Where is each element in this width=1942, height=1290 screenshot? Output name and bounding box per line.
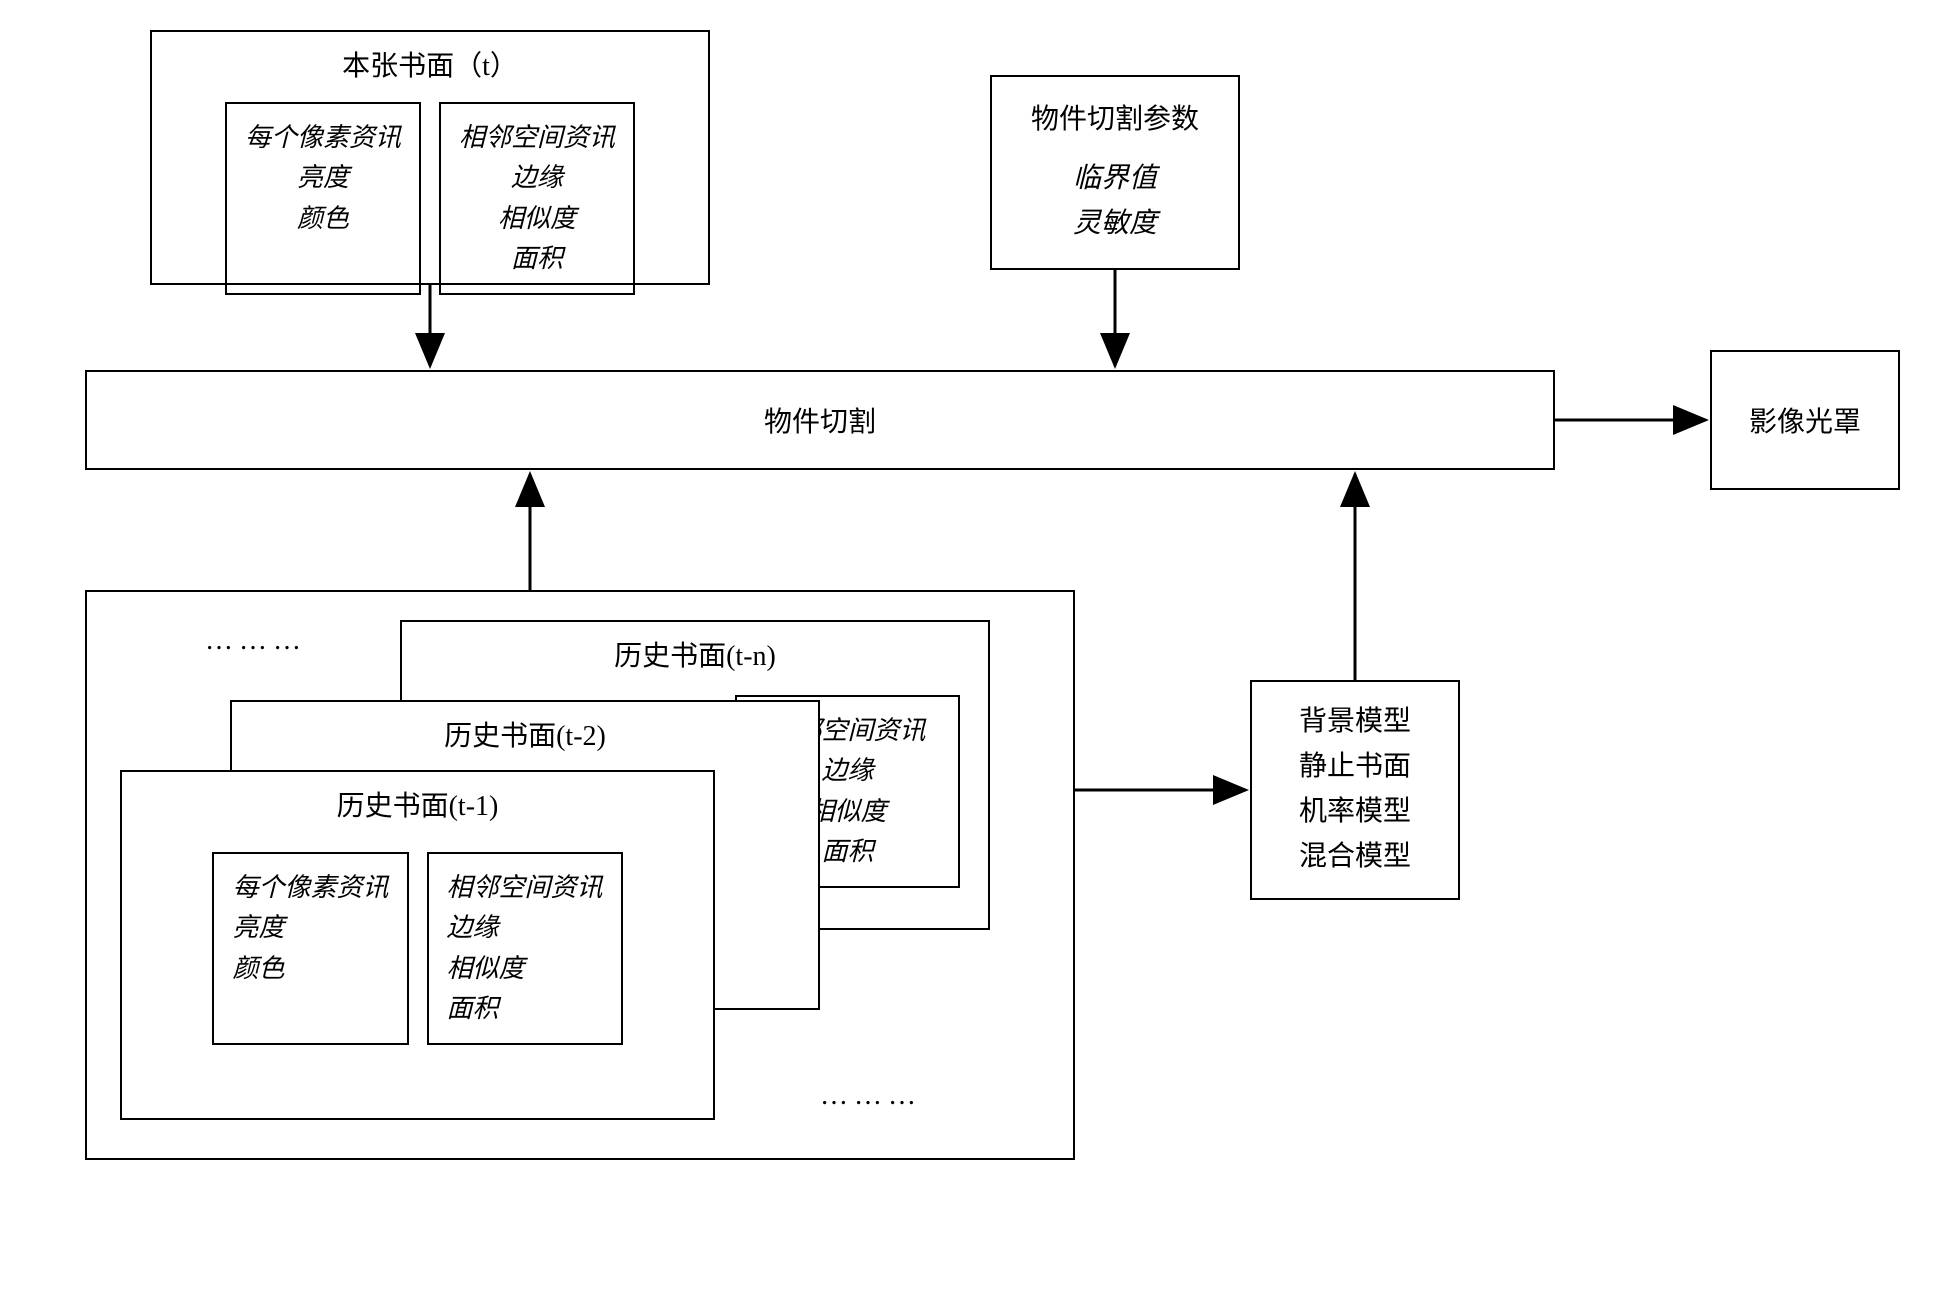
- models-lines: 背景模型 静止书面 机率模型 混合模型: [1252, 700, 1458, 879]
- pixel-info-box: 每个像素资讯 亮度 颜色: [225, 102, 421, 295]
- history-pixel-info-box: 每个像素资讯 亮度 颜色: [212, 852, 408, 1045]
- models-box: 背景模型 静止书面 机率模型 混合模型: [1250, 680, 1460, 900]
- output-label: 影像光罩: [1749, 400, 1861, 440]
- history-layer-t1: 历史书面(t-1) 每个像素资讯 亮度 颜色 相邻空间资讯 边缘 相似度 面积: [120, 770, 715, 1120]
- current-frame-box: 本张书面（t） 每个像素资讯 亮度 颜色 相邻空间资讯 边缘 相似度 面积: [150, 30, 710, 285]
- ellipsis-top-left: ………: [205, 625, 307, 657]
- history-t1-inner-row: 每个像素资讯 亮度 颜色 相邻空间资讯 边缘 相似度 面积: [122, 824, 713, 1063]
- spatial-info-box: 相邻空间资讯 边缘 相似度 面积: [439, 102, 635, 295]
- params-title: 物件切割参数: [1002, 98, 1228, 143]
- params-lines: 临界值 灵敏度: [1002, 157, 1228, 247]
- history-layer-tn-title: 历史书面(t-n): [402, 622, 988, 674]
- history-layer-t2-title: 历史书面(t-2): [232, 702, 818, 754]
- segmentation-bar: 物件切割: [85, 370, 1555, 470]
- current-frame-inner-row: 每个像素资讯 亮度 颜色 相邻空间资讯 边缘 相似度 面积: [152, 84, 708, 313]
- current-frame-title: 本张书面（t）: [152, 32, 708, 84]
- params-box: 物件切割参数 临界值 灵敏度: [990, 75, 1240, 270]
- history-spatial-info-box: 相邻空间资讯 边缘 相似度 面积: [427, 852, 623, 1045]
- ellipsis-bottom-right: ………: [820, 1080, 922, 1112]
- segmentation-label: 物件切割: [764, 400, 876, 440]
- history-layer-t1-title: 历史书面(t-1): [122, 772, 713, 824]
- output-box: 影像光罩: [1710, 350, 1900, 490]
